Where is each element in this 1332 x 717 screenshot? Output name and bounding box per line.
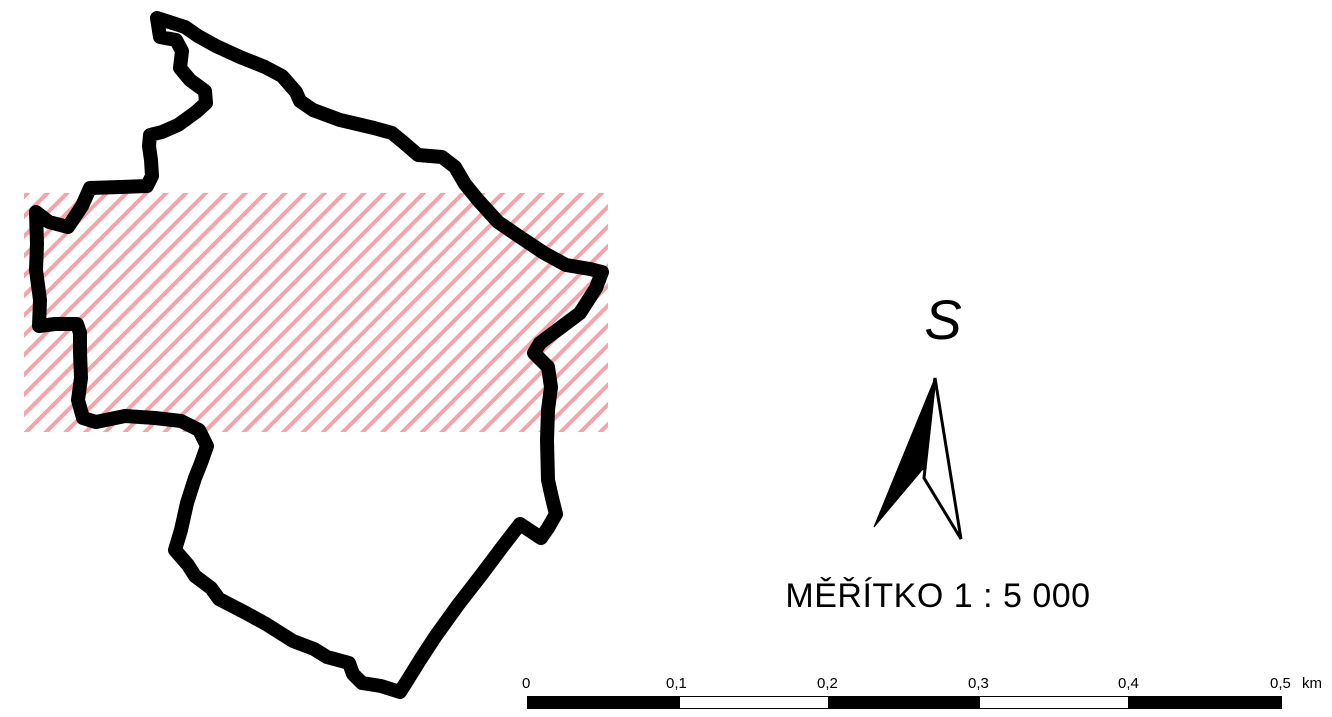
scale-bar-segment [829, 696, 979, 709]
scale-unit-label: km [1302, 675, 1322, 692]
north-arrow-icon [873, 377, 963, 540]
scale-bar-segment [1129, 696, 1282, 709]
scale-label: MĚŘÍTKO 1 : 5 000 [785, 577, 1091, 615]
north-arrow-letter: S [924, 288, 962, 351]
scale-tick-label: 0,1 [666, 675, 687, 692]
scale-tick-label: 0,2 [817, 675, 838, 692]
scale-bar-segment [679, 696, 829, 709]
scale-tick-label: 0 [522, 675, 531, 692]
parcel-boundary [29, 11, 609, 699]
scale-tick-label: 0,4 [1118, 675, 1139, 692]
scale-bar-segment [979, 696, 1129, 709]
scale-bar-segment [527, 696, 679, 709]
scale-tick-label: 0,3 [968, 675, 989, 692]
scale-bar [527, 696, 1282, 709]
scale-tick-label: 0,5 [1270, 675, 1291, 692]
